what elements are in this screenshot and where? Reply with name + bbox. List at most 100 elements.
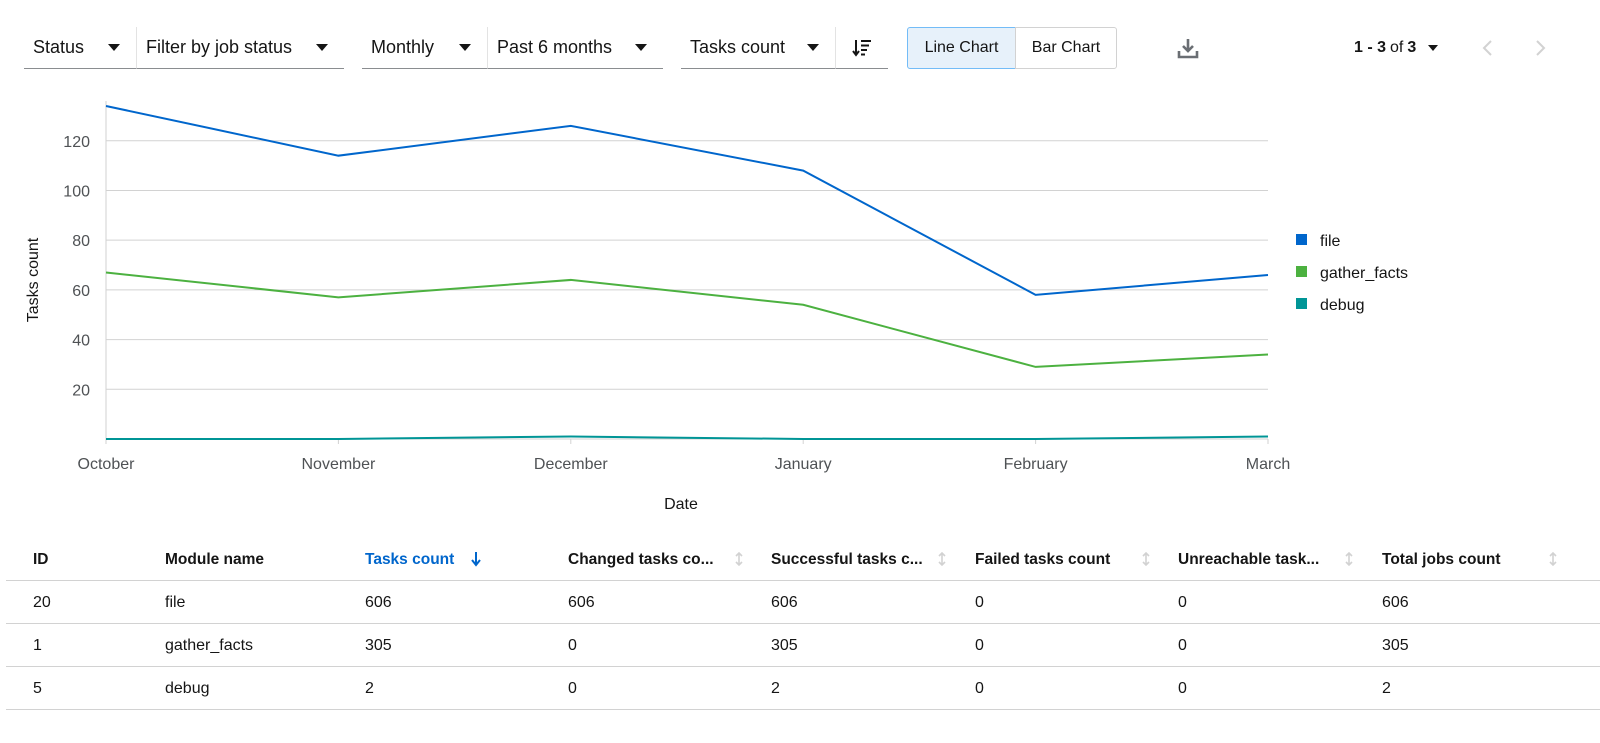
table-cell: file	[165, 593, 186, 611]
table-cell: 0	[1178, 679, 1187, 697]
sort-icon[interactable]	[937, 551, 947, 567]
previous-page-button[interactable]	[1478, 38, 1498, 58]
table-row: 20 file 606 606 606 0 0 606	[6, 581, 1600, 624]
column-header: ID	[33, 550, 49, 568]
caret-down-icon	[316, 44, 328, 51]
table-cell: debug	[165, 679, 210, 697]
sort-amount-down-icon	[852, 39, 871, 57]
series-line-file	[105, 104, 1269, 296]
table-cell: 305	[771, 636, 798, 654]
job-status-filter-label: Filter by job status	[146, 37, 293, 57]
column-header[interactable]: Changed tasks co...	[568, 550, 714, 568]
table-cell: 0	[1178, 636, 1187, 654]
next-page-button[interactable]	[1530, 38, 1550, 58]
sort-icon[interactable]	[1344, 551, 1354, 567]
table-cell: 0	[568, 636, 577, 654]
series-line-debug	[106, 435, 1269, 440]
table-cell: 2	[1382, 679, 1391, 697]
chevron-right-icon	[1536, 40, 1546, 56]
table-row: 1 gather_facts 305 0 305 0 0 305	[6, 624, 1600, 667]
table-cell: 2	[365, 679, 374, 697]
tasks-line-chart: 20 40 60 80 100 120 October November December Jan…	[25, 101, 1408, 513]
table-cell: 606	[365, 593, 392, 611]
table-cell: 0	[975, 679, 984, 697]
sort-by-select[interactable]: Tasks count	[681, 27, 836, 69]
sort-icon[interactable]	[734, 551, 744, 567]
table-header: ID Module name Tasks count Changed tasks co…	[6, 538, 1600, 581]
column-header[interactable]: Tasks count	[365, 550, 455, 568]
caret-down-icon	[108, 44, 120, 51]
caret-down-icon	[1428, 45, 1439, 51]
table-cell: 606	[1382, 593, 1409, 611]
x-tick-label: October	[78, 456, 136, 473]
sort-order-button[interactable]	[836, 27, 888, 69]
x-tick-label: November	[301, 456, 375, 473]
x-tick-label: December	[534, 456, 608, 473]
column-header: Module name	[165, 550, 265, 568]
legend-swatch-debug	[1296, 298, 1307, 309]
y-tick-label: 60	[72, 283, 90, 300]
granularity-select[interactable]: Monthly	[362, 27, 488, 69]
y-tick-label: 20	[72, 382, 90, 399]
download-icon	[1177, 39, 1199, 59]
chevron-left-icon	[1482, 40, 1492, 56]
caret-down-icon	[807, 44, 819, 51]
column-header[interactable]: Total jobs count	[1382, 550, 1501, 568]
download-button[interactable]	[1176, 37, 1200, 61]
column-header[interactable]: Unreachable task...	[1178, 550, 1320, 568]
column-header[interactable]: Successful tasks c...	[771, 550, 923, 568]
pagination-of: of	[1390, 39, 1404, 56]
status-select[interactable]: Status	[24, 27, 137, 69]
table-row: 5 debug 2 0 2 0 0 2	[6, 667, 1600, 710]
table-cell: 1	[33, 636, 42, 654]
caret-down-icon	[635, 44, 647, 51]
table-cell: 0	[568, 679, 577, 697]
y-tick-label: 80	[72, 233, 90, 250]
table-cell: 305	[365, 636, 392, 654]
pagination-toggle[interactable]: 1 - 3 of 3	[1354, 27, 1439, 69]
job-status-filter[interactable]: Filter by job status	[137, 27, 344, 69]
legend-swatch-file	[1296, 234, 1307, 245]
bar-chart-toggle[interactable]: Bar Chart	[1015, 27, 1117, 69]
legend-label-debug: debug	[1320, 297, 1365, 314]
y-tick-label: 120	[63, 134, 90, 151]
toolbar: Status Filter by job status Monthly Past…	[24, 27, 1600, 69]
sort-icon[interactable]	[1141, 551, 1151, 567]
y-tick-label: 100	[63, 183, 90, 200]
legend-swatch-gather_facts	[1296, 266, 1307, 277]
series-line-gather_facts	[105, 271, 1269, 368]
y-tick-label: 40	[72, 333, 90, 350]
sort-icon[interactable]	[1548, 551, 1558, 567]
modules-table: ID Module name Tasks count Changed tasks co…	[6, 538, 1600, 710]
table-cell: 606	[771, 593, 798, 611]
sort-down-icon[interactable]	[471, 551, 481, 567]
table-cell: 0	[975, 593, 984, 611]
x-tick-label: March	[1246, 456, 1290, 473]
line-chart-toggle[interactable]: Line Chart	[907, 27, 1016, 69]
table-cell: 20	[33, 593, 51, 611]
granularity-select-label: Monthly	[371, 37, 435, 57]
x-tick-label: January	[775, 456, 832, 473]
column-header[interactable]: Failed tasks count	[975, 550, 1111, 568]
line-chart-toggle-label: Line Chart	[924, 39, 999, 56]
y-axis-title: Tasks count	[25, 237, 42, 322]
pagination-total: 3	[1407, 39, 1417, 56]
table-cell: 0	[975, 636, 984, 654]
pagination-range: 1 - 3	[1354, 39, 1387, 56]
table-cell: 2	[771, 679, 780, 697]
legend-label-file: file	[1320, 233, 1341, 250]
date-range-select[interactable]: Past 6 months	[488, 27, 663, 69]
table-cell: 305	[1382, 636, 1409, 654]
legend-label-gather_facts: gather_facts	[1320, 265, 1408, 282]
date-range-select-label: Past 6 months	[497, 37, 613, 57]
table-body: 20 file 606 606 606 0 0 606 1 gather_facts 305 0 305…	[6, 581, 1600, 710]
table-cell: gather_facts	[165, 636, 254, 654]
x-axis-title: Date	[664, 496, 698, 513]
sort-by-select-label: Tasks count	[690, 37, 786, 57]
bar-chart-toggle-label: Bar Chart	[1031, 39, 1101, 56]
table-cell: 0	[1178, 593, 1187, 611]
table-cell: 5	[33, 679, 42, 697]
caret-down-icon	[459, 44, 471, 51]
x-tick-label: February	[1004, 456, 1068, 473]
table-cell: 606	[568, 593, 595, 611]
